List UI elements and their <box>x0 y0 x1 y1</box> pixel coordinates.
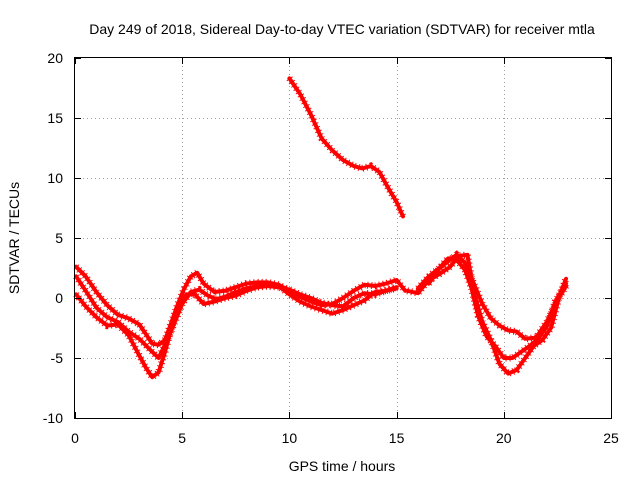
y-axis-label: SDTVAR / TECUs <box>6 182 22 294</box>
series-track-7-markers <box>425 250 570 343</box>
series-track-4 <box>287 76 405 219</box>
y-tick-label: 5 <box>55 230 63 246</box>
y-tick-label: 10 <box>47 170 63 186</box>
y-tick-labels: -10 -5 0 5 10 15 20 <box>43 50 63 426</box>
y-tick-label: 0 <box>55 290 63 306</box>
x-tick-label: 10 <box>282 430 298 446</box>
x-tick-label: 25 <box>603 430 619 446</box>
x-tick-label: 20 <box>496 430 512 446</box>
series-layer <box>73 76 570 383</box>
ticks <box>75 58 612 419</box>
chart-title: Day 249 of 2018, Sidereal Day-to-day VTE… <box>89 21 595 37</box>
x-tick-label: 5 <box>178 430 186 446</box>
x-tick-label: 0 <box>71 430 79 446</box>
x-tick-labels: 0 5 10 15 20 25 <box>71 430 619 446</box>
series-track-4-markers <box>286 76 407 218</box>
series-track-3-markers <box>73 274 398 364</box>
x-tick-label: 15 <box>389 430 405 446</box>
grid <box>75 58 611 418</box>
y-tick-label: -5 <box>51 350 64 366</box>
y-tick-label: 15 <box>47 110 63 126</box>
plot-frame <box>74 57 612 419</box>
series-track-1-markers <box>73 264 408 349</box>
y-tick-label: -10 <box>43 410 63 426</box>
x-axis-label: GPS time / hours <box>289 458 396 474</box>
y-tick-label: 20 <box>47 50 63 66</box>
